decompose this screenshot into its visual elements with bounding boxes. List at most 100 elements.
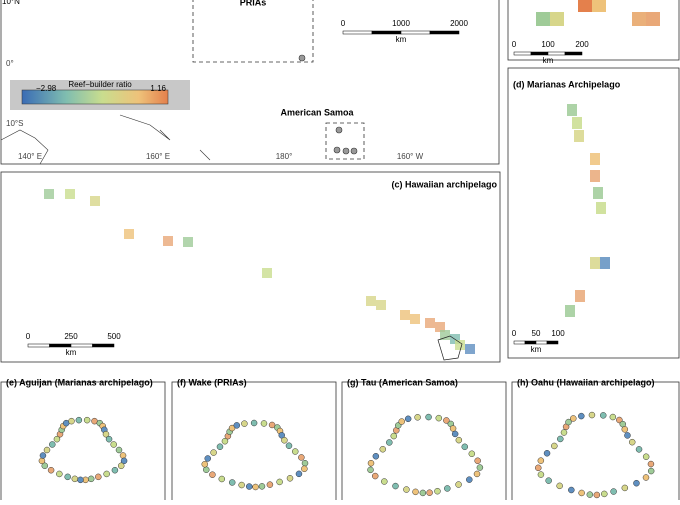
- site: [404, 415, 412, 423]
- site: [204, 455, 212, 462]
- site: [578, 412, 585, 420]
- site: [367, 466, 374, 474]
- site: [333, 146, 341, 154]
- site: [95, 473, 102, 481]
- lon-label: 180°: [276, 152, 293, 161]
- site: [434, 487, 441, 495]
- scale-segment: [92, 343, 115, 348]
- site: [451, 430, 459, 438]
- site: [461, 443, 469, 451]
- site: [647, 460, 655, 468]
- scale-tick: 2000: [450, 19, 468, 28]
- site: [635, 446, 643, 453]
- site: [568, 486, 575, 494]
- site: [371, 472, 379, 480]
- site: [47, 466, 55, 474]
- site: [412, 488, 419, 496]
- site: [560, 429, 568, 436]
- site: [201, 461, 209, 468]
- tile: [632, 12, 646, 26]
- tile: [600, 257, 610, 269]
- tile: [575, 290, 585, 302]
- site: [102, 430, 110, 438]
- scale-tick: 500: [107, 332, 121, 341]
- tile: [410, 314, 420, 324]
- site: [468, 450, 476, 458]
- scale-segment: [27, 343, 50, 348]
- tile: [435, 322, 445, 332]
- site: [551, 442, 558, 450]
- lon-label: 140° E: [18, 152, 42, 161]
- site: [628, 438, 636, 446]
- site: [285, 442, 293, 449]
- coastline: [0, 114, 211, 165]
- site: [245, 483, 253, 490]
- site: [56, 470, 63, 478]
- site: [633, 479, 640, 487]
- scale-segment: [535, 340, 548, 345]
- site: [117, 462, 125, 470]
- site: [414, 414, 421, 421]
- scale-tick: 50: [532, 329, 541, 338]
- scale-unit: km: [66, 348, 77, 357]
- panel-title: (h) Oahu (Hawaiian archipelago): [517, 377, 655, 387]
- panel-h: [511, 381, 680, 505]
- site: [218, 475, 226, 483]
- site: [476, 464, 484, 471]
- site: [570, 415, 577, 422]
- tile: [574, 130, 584, 142]
- site: [268, 421, 276, 429]
- scale-unit: km: [396, 35, 407, 44]
- region-label: American Samoa: [280, 107, 354, 117]
- site: [419, 489, 427, 497]
- tile: [590, 170, 600, 182]
- site: [210, 449, 217, 456]
- colorbar: [21, 89, 169, 105]
- site: [621, 426, 629, 433]
- scale-segment: [371, 30, 402, 35]
- site: [537, 457, 545, 464]
- site: [379, 445, 387, 453]
- panel-f: [171, 381, 337, 505]
- site: [586, 491, 594, 498]
- tile: [440, 330, 450, 340]
- site: [39, 452, 47, 459]
- site: [578, 489, 585, 497]
- panel-title: (d) Marianas Archipelago: [513, 79, 621, 89]
- tiles: [44, 189, 475, 361]
- site: [301, 460, 309, 467]
- site: [474, 457, 481, 465]
- site: [295, 470, 303, 478]
- scale-bar: 0 50 100 km: [512, 329, 565, 354]
- site: [466, 476, 473, 483]
- site: [216, 443, 224, 450]
- site: [455, 436, 463, 444]
- site: [252, 483, 259, 491]
- site: [443, 417, 450, 424]
- site: [233, 422, 241, 429]
- panel-d: [507, 67, 680, 359]
- tile: [590, 257, 600, 269]
- scale-tick: 1000: [392, 19, 410, 28]
- lat-label: 0°: [6, 59, 14, 68]
- scale-segment: [70, 343, 93, 348]
- site: [298, 54, 306, 62]
- tile: [376, 300, 386, 310]
- tile: [400, 310, 410, 320]
- site: [260, 420, 268, 427]
- site: [342, 147, 350, 155]
- scale-bar: 0 250 500 km: [26, 332, 121, 357]
- tile: [44, 189, 54, 199]
- tile: [455, 340, 465, 350]
- tile: [550, 12, 564, 26]
- site: [203, 466, 210, 473]
- site: [43, 446, 51, 454]
- scale-unit: km: [531, 345, 542, 354]
- site: [250, 419, 258, 427]
- tile: [465, 344, 475, 354]
- scale-bar: 0 100 200 km: [512, 40, 589, 65]
- site: [335, 126, 343, 134]
- site: [298, 454, 305, 461]
- tile: [572, 117, 582, 129]
- site: [556, 482, 563, 490]
